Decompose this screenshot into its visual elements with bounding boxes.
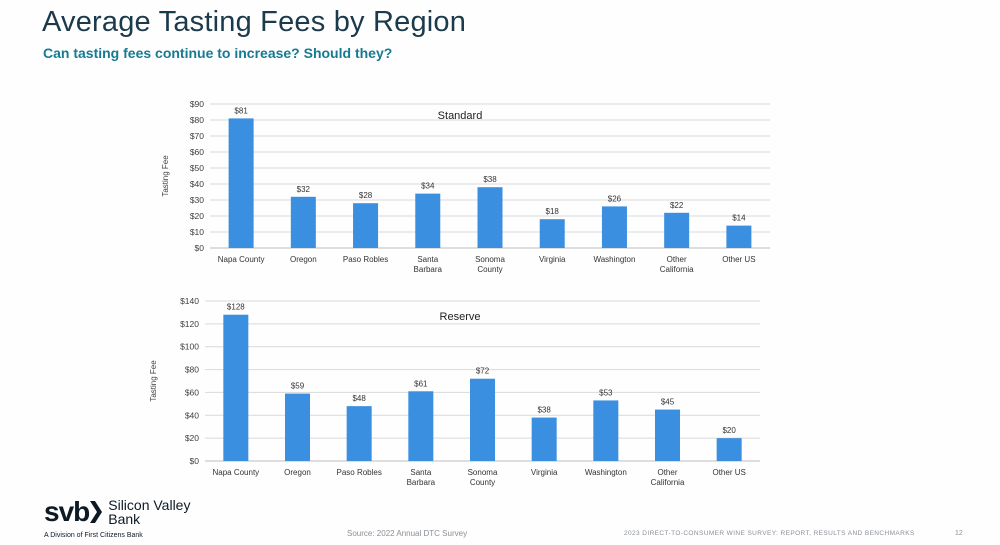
bank-name-line2: Bank	[108, 511, 141, 527]
bank-name-line1: Silicon Valley	[108, 497, 191, 513]
standard-bar	[601, 206, 627, 248]
reserve-data-label: $53	[599, 388, 613, 397]
standard-y-tick-label: $80	[190, 115, 204, 125]
standard-y-tick-label: $0	[195, 243, 205, 253]
standard-bar	[290, 196, 316, 248]
reserve-y-tick-label: $40	[185, 410, 199, 420]
standard-y-tick-label: $30	[190, 195, 204, 205]
reserve-x-tick-label: California	[651, 478, 685, 487]
standard-data-label: $32	[297, 185, 311, 194]
reserve-x-tick-label: Oregon	[284, 468, 311, 477]
standard-bar	[664, 212, 690, 248]
standard-data-label: $18	[546, 207, 560, 216]
reserve-bar	[593, 400, 619, 461]
page-number: 12	[955, 530, 963, 537]
standard-data-label: $22	[670, 201, 684, 210]
standard-data-label: $81	[234, 106, 248, 115]
reserve-y-tick-label: $0	[190, 456, 200, 466]
reserve-data-label: $48	[352, 394, 366, 403]
standard-chart-title: Standard	[438, 110, 483, 122]
reserve-chart-title: Reserve	[440, 311, 481, 323]
standard-x-tick-label: Other	[667, 255, 687, 264]
reserve-bar	[716, 438, 742, 461]
reserve-y-tick-label: $120	[180, 319, 199, 329]
page-title: Average Tasting Fees by Region	[42, 6, 467, 38]
standard-y-tick-label: $40	[190, 179, 204, 189]
standard-x-tick-label: Washington	[593, 255, 635, 264]
reserve-data-label: $20	[722, 426, 736, 435]
reserve-x-tick-label: Washington	[585, 468, 627, 477]
reserve-x-tick-label: Barbara	[407, 478, 436, 487]
reserve-data-label: $59	[291, 382, 305, 391]
standard-data-label: $34	[421, 182, 435, 191]
reserve-data-label: $128	[227, 303, 245, 312]
reserve-bar	[408, 391, 434, 461]
standard-data-label: $14	[732, 214, 746, 223]
reserve-bar	[655, 409, 680, 461]
page-subtitle: Can tasting fees continue to increase? S…	[43, 45, 393, 61]
reserve-x-tick-label: Other	[657, 468, 677, 477]
chevron-right-icon	[90, 501, 103, 523]
reserve-data-label: $45	[661, 398, 675, 407]
standard-data-label: $26	[608, 194, 622, 203]
reserve-x-tick-label: County	[470, 478, 495, 487]
standard-x-tick-label: Santa	[417, 255, 438, 264]
reserve-x-tick-label: Santa	[410, 468, 431, 477]
standard-y-tick-label: $60	[190, 147, 204, 157]
standard-bar	[415, 193, 441, 248]
reserve-y-tick-label: $80	[185, 365, 199, 375]
standard-y-tick-label: $10	[190, 227, 204, 237]
reserve-bar	[285, 393, 310, 461]
reserve-y-tick-label: $140	[180, 296, 199, 306]
standard-bar	[726, 225, 752, 248]
standard-y-tick-label: $70	[190, 131, 204, 141]
svb-logo: svb Silicon Valley Bank	[44, 496, 191, 527]
standard-data-label: $28	[359, 191, 373, 200]
reserve-x-tick-label: Sonoma	[468, 468, 498, 477]
reserve-bar	[531, 417, 557, 461]
standard-bar	[353, 203, 379, 248]
standard-x-tick-label: Sonoma	[475, 255, 505, 264]
reserve-y-tick-label: $60	[185, 387, 199, 397]
reserve-data-label: $61	[414, 379, 428, 388]
reserve-y-axis-label: Tasting Fee	[149, 360, 158, 402]
standard-x-tick-label: Barbara	[414, 265, 443, 274]
standard-data-label: $38	[483, 175, 497, 184]
reserve-y-tick-label: $20	[185, 433, 199, 443]
standard-x-tick-label: Oregon	[290, 255, 317, 264]
reserve-data-label: $72	[476, 367, 490, 376]
standard-x-tick-label: County	[477, 265, 502, 274]
reserve-x-tick-label: Virginia	[531, 468, 558, 477]
standard-y-tick-label: $20	[190, 211, 204, 221]
report-title: 2023 DIRECT-TO-CONSUMER WINE SURVEY: REP…	[624, 530, 915, 537]
svb-wordmark: svb	[44, 496, 90, 527]
standard-bar	[477, 187, 503, 248]
reserve-x-tick-label: Paso Robles	[336, 468, 381, 477]
reserve-bar	[470, 378, 495, 461]
standard-bar	[228, 118, 254, 249]
reserve-x-tick-label: Other US	[712, 468, 745, 477]
reserve-bar	[223, 314, 249, 461]
standard-y-axis-label: Tasting Fee	[161, 155, 170, 197]
reserve-x-tick-label: Napa County	[212, 468, 259, 477]
standard-x-tick-label: Virginia	[539, 255, 566, 264]
reserve-y-tick-label: $100	[180, 342, 199, 352]
standard-x-tick-label: California	[660, 265, 694, 274]
bank-division: A Division of First Citizens Bank	[44, 532, 143, 539]
standard-x-tick-label: Other US	[722, 255, 755, 264]
standard-bar	[539, 219, 565, 248]
standard-y-tick-label: $90	[190, 99, 204, 109]
standard-x-tick-label: Napa County	[218, 255, 265, 264]
source-note: Source: 2022 Annual DTC Survey	[347, 529, 468, 538]
standard-y-tick-label: $50	[190, 163, 204, 173]
standard-x-tick-label: Paso Robles	[343, 255, 388, 264]
reserve-data-label: $38	[537, 406, 551, 415]
reserve-bar	[346, 406, 372, 461]
